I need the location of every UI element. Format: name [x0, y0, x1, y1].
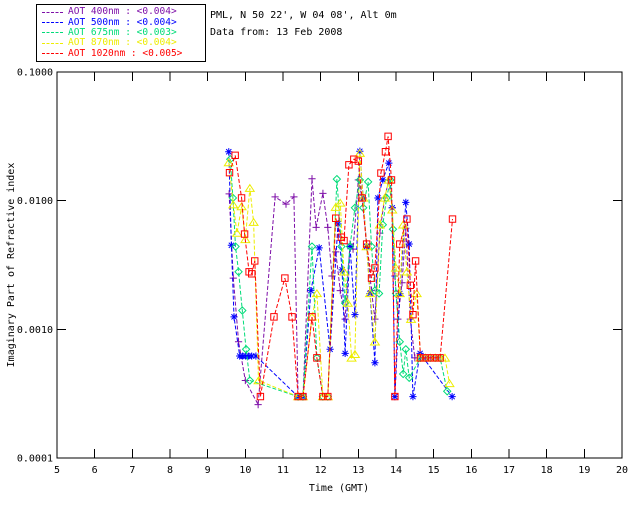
legend-line-sample: [42, 42, 63, 44]
series-line-870: [228, 153, 450, 398]
x-tick-label: 11: [277, 465, 289, 476]
legend-box: AOT 400nm : <0.004> AOT 500nm : <0.004> AO…: [36, 4, 206, 62]
legend-line-sample: [42, 32, 63, 34]
legend-item-aot-: AOT 400nm : <0.004>: [42, 7, 205, 17]
x-tick-label: 10: [239, 465, 251, 476]
legend-item-aot-1020nm: AOT 1020nm : <0.005>: [42, 47, 205, 59]
x-tick-label: 5: [54, 465, 60, 476]
legend-item-aot-: AOT 500nm : <0.004>: [42, 16, 205, 28]
station-location: PML, N 50 22', W 04 08', Alt 0m: [210, 10, 397, 21]
series-markers-1020: [225, 132, 457, 401]
legend-line-sample: [42, 53, 63, 55]
legend-label: AOT 1020nm : <0.005>: [68, 47, 183, 59]
series-1020nm: [225, 132, 457, 401]
x-tick-label: 16: [465, 465, 477, 476]
x-tick-label: 18: [541, 465, 553, 476]
y-axis-label: Imaginary Part of Refractive index: [6, 163, 17, 368]
plot-box: [56, 71, 623, 459]
x-tick-label: 8: [167, 465, 173, 476]
legend-label: AOT 500nm : <0.004>: [68, 16, 177, 28]
x-tick-label: 14: [390, 465, 402, 476]
x-tick-label: 20: [616, 465, 628, 476]
x-tick-label: 12: [315, 465, 327, 476]
y-tick-label: 0.1000: [17, 68, 53, 79]
data-series: [223, 132, 457, 409]
legend-item-aot-: AOT 675nm : <0.003>: [42, 26, 205, 38]
y-tick-label: 0.0100: [17, 196, 53, 207]
axis-labels: Time (GMT) Imaginary Part of Refractive …: [6, 163, 369, 494]
x-tick-label: 15: [428, 465, 440, 476]
x-tick-label: 6: [92, 465, 98, 476]
legend-label: AOT 675nm : <0.003>: [68, 26, 177, 38]
y-tick-label: 0.0010: [17, 325, 53, 336]
axes: 5 6 7 8 9 10 11 12 13 14 15 16 17 18 19 20 0.1000 0.0100 0…: [17, 68, 628, 477]
x-tick-label: 9: [205, 465, 211, 476]
x-tick-label: 17: [503, 465, 515, 476]
legend-item-aot-: AOT 870nm : <0.004>: [42, 38, 205, 48]
data-date: Data from: 13 Feb 2008: [210, 27, 343, 38]
station-header: PML, N 50 22', W 04 08', Alt 0m Data fro…: [210, 7, 397, 41]
x-tick-label: 13: [352, 465, 364, 476]
x-axis-label: Time (GMT): [309, 483, 369, 494]
legend-label: AOT 400nm : <0.004>: [68, 6, 177, 18]
legend-line-sample: [42, 11, 63, 13]
series-line-1020: [229, 136, 453, 398]
legend-label: AOT 870nm : <0.004>: [68, 37, 177, 49]
x-tick-label: 7: [129, 465, 135, 476]
y-tick-label: 0.0001: [17, 454, 53, 465]
x-tick-label: 19: [578, 465, 590, 476]
legend-line-sample: [42, 22, 63, 24]
series-line-400: [228, 178, 441, 407]
